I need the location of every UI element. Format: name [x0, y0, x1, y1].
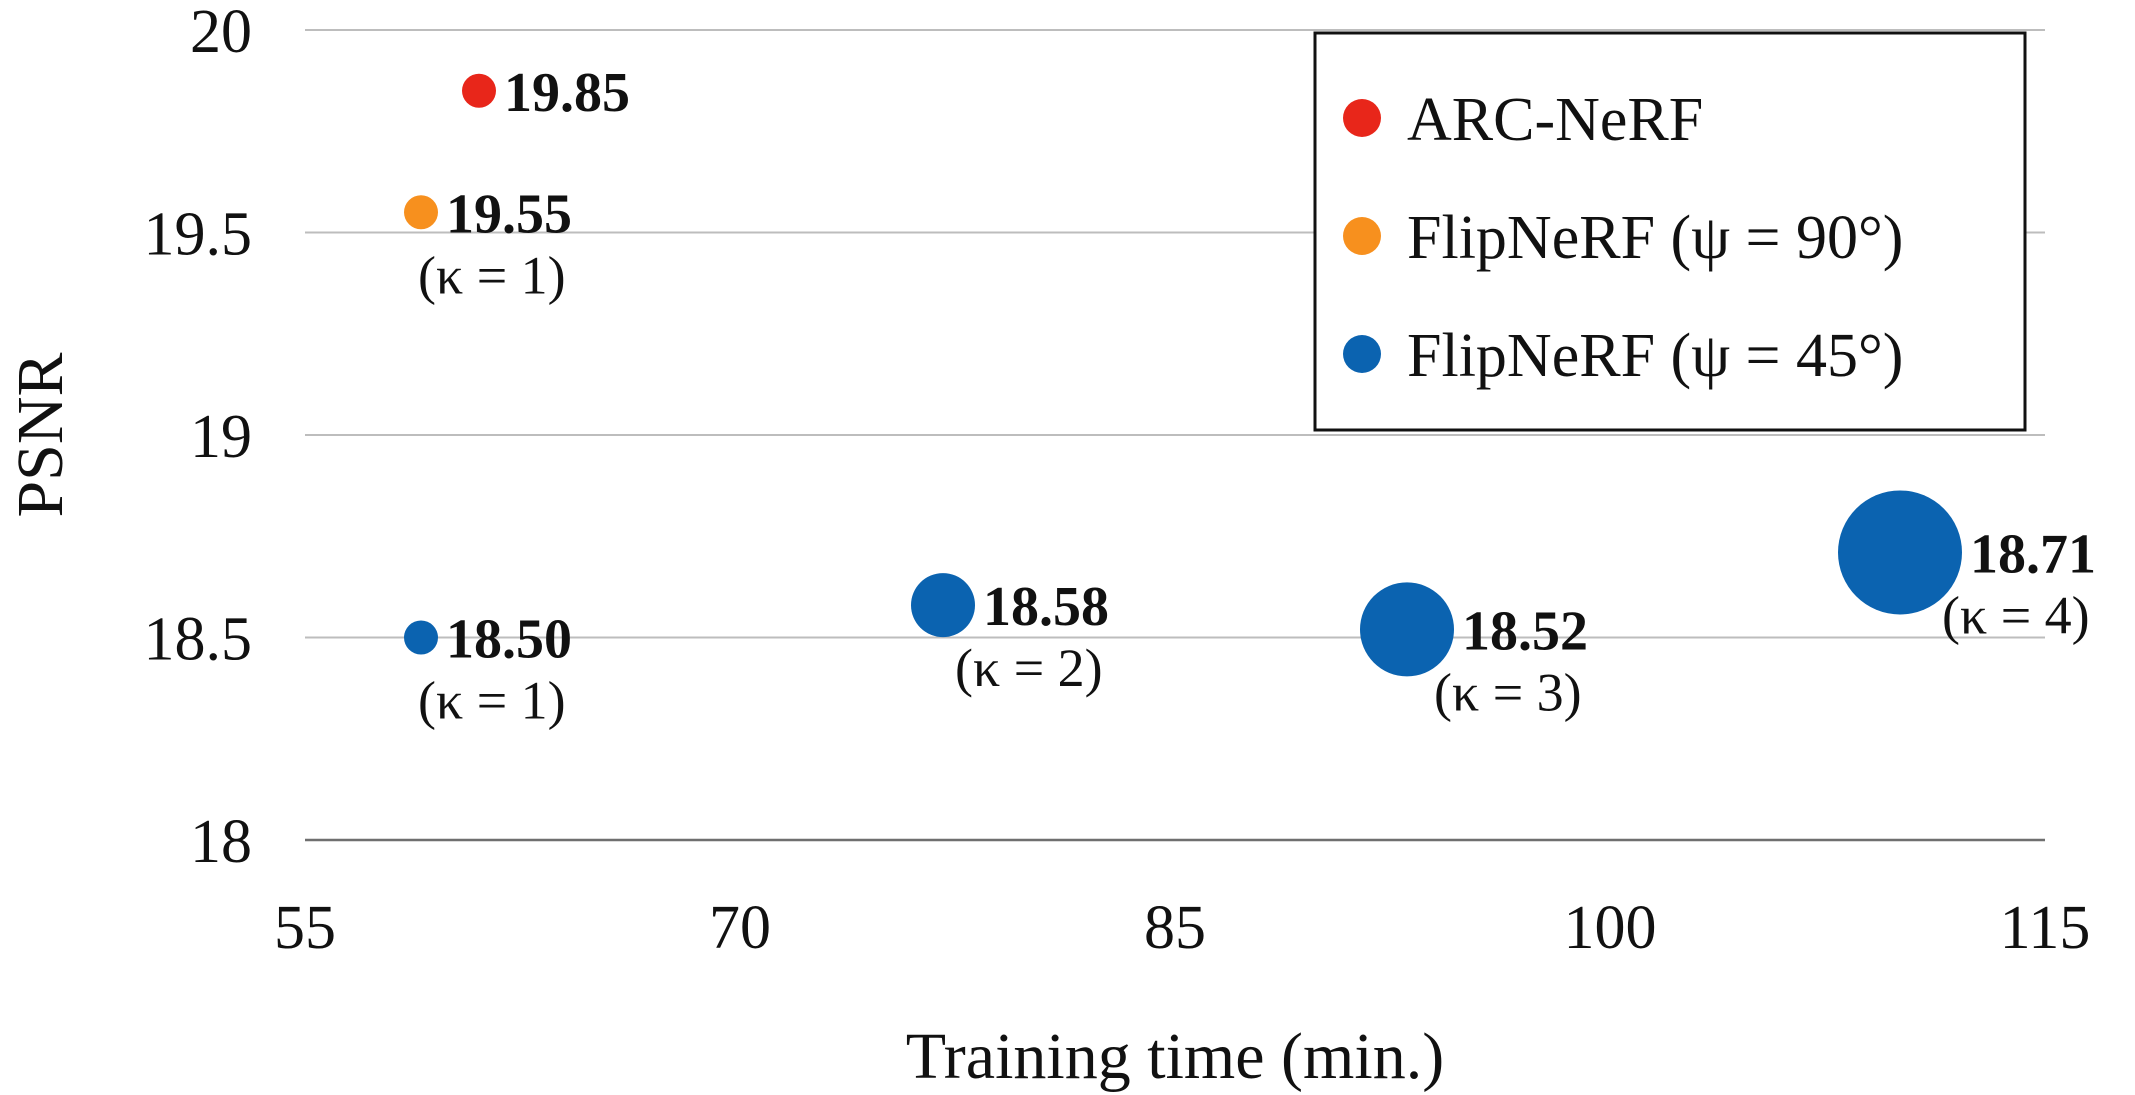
- y-tick-label: 18: [190, 808, 252, 876]
- tick-labels: 18 18.5 19 19.5 20 55 70 85 100 115: [144, 0, 2091, 962]
- legend-marker: [1343, 335, 1381, 373]
- y-tick-label: 20: [190, 0, 252, 66]
- x-tick-label: 100: [1564, 894, 1657, 962]
- x-tick-label: 115: [2000, 894, 2091, 962]
- y-tick-label: 19: [190, 403, 252, 471]
- x-axis-title: Training time (min.): [906, 1020, 1444, 1093]
- legend-marker: [1343, 99, 1381, 137]
- legend-box: [1313, 31, 2027, 432]
- data-point: [404, 195, 438, 230]
- legend-entry: FlipNeRF (ψ = 45°): [1407, 322, 1903, 390]
- x-tick-label: 55: [274, 894, 336, 962]
- data-label: 18.58: [983, 576, 1109, 638]
- x-tick-label: 70: [709, 894, 771, 962]
- data-label-note: (κ = 2): [955, 638, 1103, 698]
- data-points: [404, 73, 1962, 677]
- data-label-note: (κ = 4): [1942, 585, 2090, 645]
- y-axis-title: PSNR: [4, 352, 77, 517]
- data-label-note: (κ = 3): [1434, 662, 1582, 722]
- legend-entry: ARC-NeRF: [1407, 86, 1703, 154]
- legend-entry: FlipNeRF (ψ = 90°): [1407, 204, 1903, 272]
- y-tick-label: 19.5: [144, 201, 253, 269]
- data-label-note: (κ = 1): [418, 245, 566, 305]
- data-point: [1360, 582, 1454, 677]
- legend: ARC-NeRF FlipNeRF (ψ = 90°) FlipNeRF (ψ = …: [1313, 31, 2027, 432]
- data-label: 18.50: [446, 609, 572, 671]
- data-label: 18.71: [1970, 523, 2096, 585]
- x-tick-label: 85: [1144, 894, 1206, 962]
- legend-marker: [1343, 217, 1381, 255]
- y-tick-label: 18.5: [144, 606, 253, 674]
- data-label-note: (κ = 1): [418, 671, 566, 731]
- data-point: [1838, 490, 1962, 615]
- data-point: [462, 73, 496, 108]
- data-label: 18.52: [1462, 600, 1588, 662]
- data-point: [911, 573, 975, 638]
- data-label: 19.85: [504, 62, 630, 124]
- data-point: [404, 620, 438, 655]
- data-label: 19.55: [446, 183, 572, 245]
